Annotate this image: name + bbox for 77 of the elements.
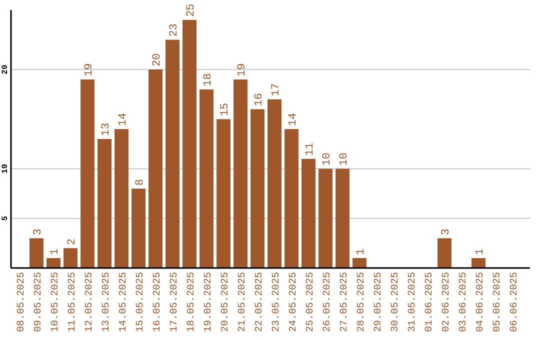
x-tick-label: 02.06.2025 (442, 272, 452, 332)
x-tick-label: 27.05.2025 (340, 272, 350, 332)
bar (64, 248, 78, 268)
data-label: 20 (152, 53, 164, 67)
data-label: 3 (440, 228, 452, 236)
x-tick-label: 19.05.2025 (204, 272, 214, 332)
data-label: 16 (254, 93, 266, 106)
data-label: 3 (32, 228, 44, 236)
x-tick-label: 10.05.2025 (50, 272, 62, 332)
x-tick-label: 03.06.2025 (458, 272, 470, 332)
bar (80, 79, 94, 268)
x-tick-label: 01.06.2025 (424, 272, 436, 332)
x-tick-label: 20.05.2025 (220, 272, 232, 332)
data-label: 10 (338, 152, 350, 166)
data-label: 23 (168, 24, 180, 37)
bar (46, 258, 60, 268)
x-tick-label: 05.06.2025 (492, 272, 504, 332)
y-tick-label: 20 (1, 64, 10, 74)
data-label: 19 (84, 63, 96, 76)
x-tick-label: 08.05.2025 (16, 272, 28, 332)
data-label: 17 (270, 83, 282, 96)
data-label: 8 (134, 179, 146, 186)
y-tick-label: 10 (1, 164, 10, 174)
data-label: 18 (202, 73, 214, 86)
data-label: 1 (50, 248, 62, 256)
bar (352, 258, 366, 268)
bar (250, 109, 264, 268)
bar (114, 129, 128, 268)
data-label: 1 (474, 248, 486, 256)
data-label: 19 (236, 63, 248, 76)
x-tick-label: 24.05.2025 (288, 272, 300, 332)
x-tick-label: 14.05.2025 (118, 272, 130, 332)
x-tick-label: 30.05.2025 (390, 272, 402, 332)
bar (98, 139, 112, 268)
data-label: 14 (118, 112, 130, 126)
data-label: 10 (322, 152, 334, 166)
x-tick-label: 09.05.2025 (34, 272, 44, 332)
x-tick-label: 12.05.2025 (84, 272, 96, 332)
x-tick-label: 18.05.2025 (186, 272, 198, 332)
data-label: 11 (304, 142, 316, 156)
data-label: 15 (220, 102, 232, 116)
x-tick-label: 29.05.2025 (374, 272, 384, 332)
bar (182, 20, 196, 268)
bar (148, 70, 162, 268)
bar (234, 79, 248, 268)
x-tick-label: 28.05.2025 (356, 272, 368, 332)
x-tick-label: 06.06.2025 (510, 272, 520, 332)
bar (166, 40, 180, 268)
bar (284, 129, 298, 268)
data-label: 1 (356, 248, 368, 256)
bar (30, 238, 44, 268)
bar (216, 119, 230, 268)
data-label: 14 (288, 112, 300, 126)
data-label: 13 (100, 122, 112, 136)
x-tick-label: 04.06.2025 (476, 272, 486, 332)
bar (318, 168, 332, 268)
bar (438, 238, 452, 268)
bar (200, 89, 214, 268)
x-tick-label: 25.05.2025 (306, 272, 316, 332)
x-tick-label: 15.05.2025 (136, 272, 146, 332)
y-tick-label: 5 (1, 216, 10, 221)
x-tick-label: 26.05.2025 (322, 272, 334, 332)
bar (132, 188, 146, 268)
bar (268, 99, 282, 268)
x-tick-label: 31.05.2025 (408, 272, 418, 332)
x-tick-label: 17.05.2025 (170, 272, 180, 332)
data-label: 2 (66, 238, 78, 246)
data-label: 25 (186, 4, 198, 17)
x-tick-label: 22.05.2025 (254, 272, 266, 332)
x-tick-label: 13.05.2025 (102, 272, 112, 332)
x-tick-label: 16.05.2025 (152, 272, 164, 332)
x-tick-label: 21.05.2025 (238, 272, 248, 332)
bar (472, 258, 486, 268)
bar (336, 168, 350, 268)
x-tick-label: 11.05.2025 (68, 272, 78, 332)
bar (302, 158, 316, 268)
x-tick-label: 23.05.2025 (272, 272, 282, 332)
